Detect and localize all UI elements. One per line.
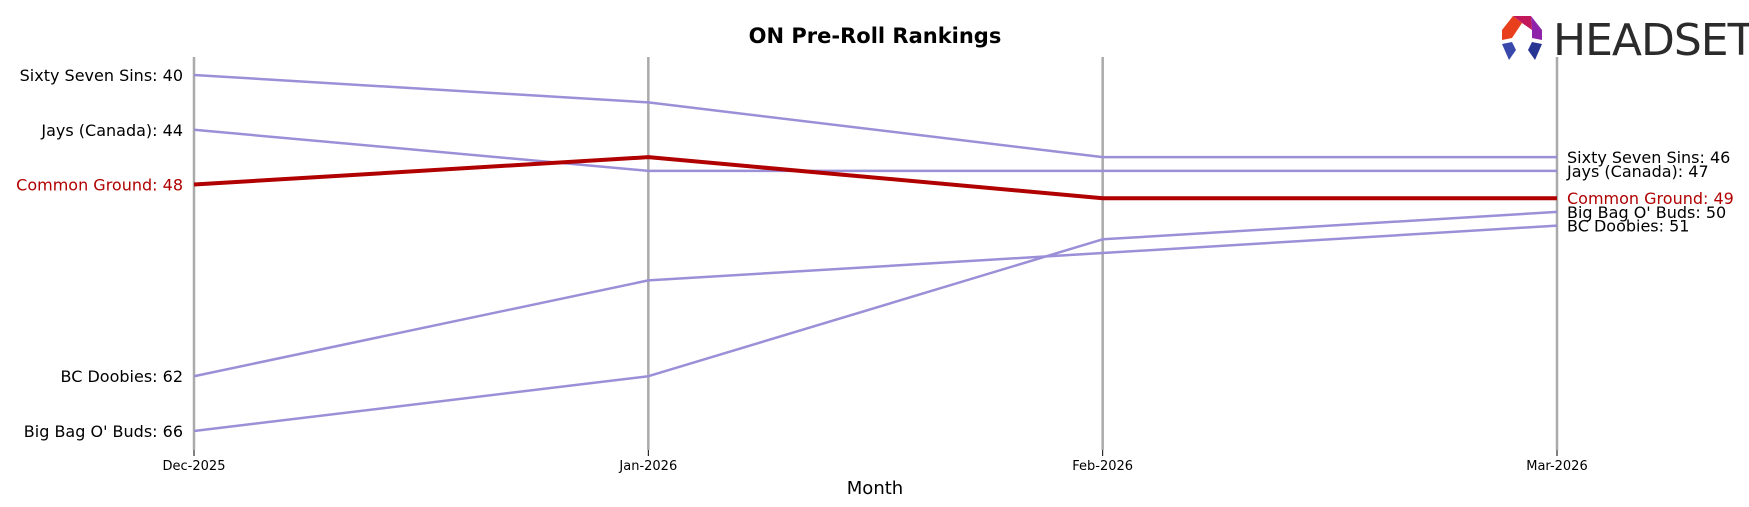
series-line-bc-doobies: [193, 224, 1558, 378]
start-label-big-bag-o-buds: Big Bag O' Buds: 66: [24, 422, 183, 441]
x-tick-label-1: Jan-2026: [618, 459, 677, 474]
x-tick-label-0: Dec-2025: [163, 459, 226, 474]
series-line-sixty-seven-sins: [193, 73, 1557, 159]
series-lines: [193, 73, 1558, 433]
start-labels: Sixty Seven Sins: 40 Jays (Canada): 44 BC …: [16, 66, 183, 441]
series-line-common-ground: [193, 155, 1557, 201]
end-label-jays-canada: Jays (Canada): 47: [1566, 162, 1709, 181]
start-label-common-ground: Common Ground: 48: [16, 176, 183, 195]
x-tick-label-2: Feb-2026: [1072, 459, 1133, 474]
start-label-bc-doobies: BC Doobies: 62: [61, 367, 183, 386]
end-label-big-bag-o-buds: Big Bag O' Buds: 50: [1567, 203, 1726, 222]
end-label-sixty-seven-sins: Sixty Seven Sins: 46: [1567, 148, 1730, 167]
headset-logo-text: HEADSET: [1553, 15, 1749, 66]
x-tick-label-3: Mar-2026: [1526, 459, 1587, 474]
start-label-jays-canada: Jays (Canada): 44: [40, 121, 183, 140]
chart-title: ON Pre-Roll Rankings: [749, 24, 1002, 48]
headset-logo: HEADSET: [1502, 15, 1749, 66]
series-line-big-bag-o-buds: [193, 210, 1558, 433]
vertical-gridlines: [192, 57, 1559, 450]
headset-logo-icon: [1502, 16, 1542, 60]
end-label-common-ground: Common Ground: 49: [1567, 189, 1734, 208]
end-label-bc-doobies: BC Doobies: 51: [1567, 217, 1689, 236]
start-label-sixty-seven-sins: Sixty Seven Sins: 40: [20, 66, 183, 85]
series-line-jays-canada: [193, 128, 1557, 173]
x-axis-label: Month: [847, 478, 903, 499]
x-axis-ticks: Dec-2025 Jan-2026 Feb-2026 Mar-2026: [163, 450, 1588, 474]
